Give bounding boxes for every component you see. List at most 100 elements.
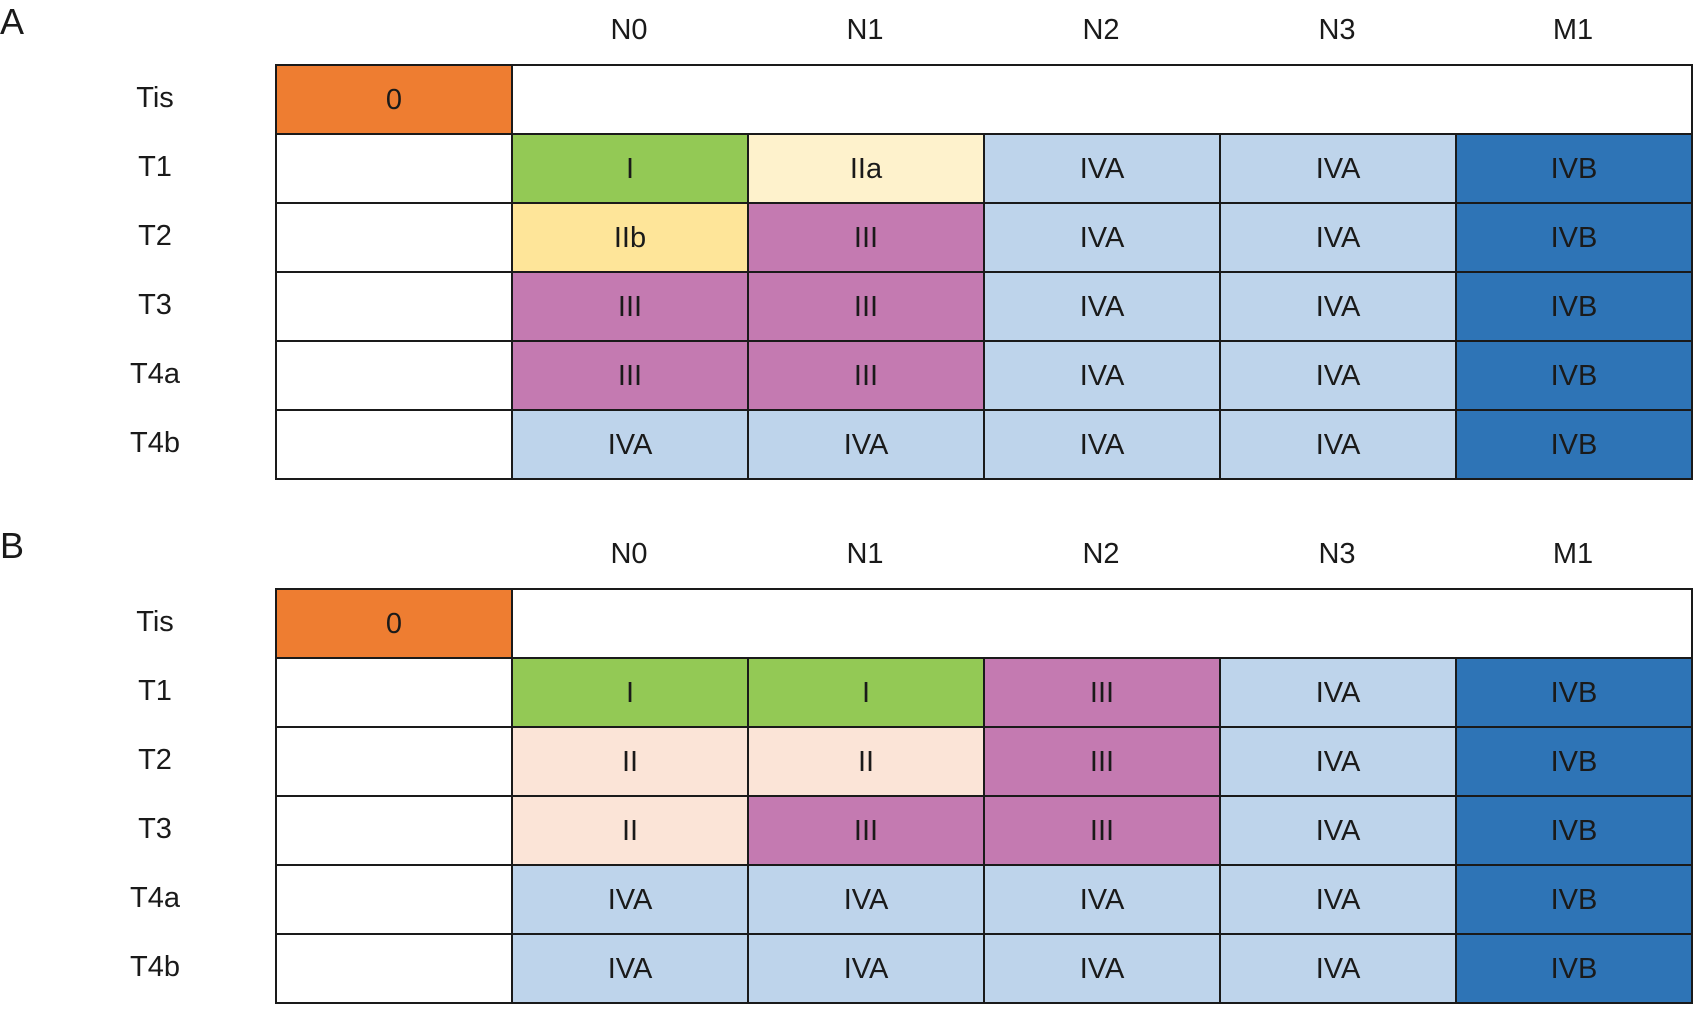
row-header-t1: T1: [138, 675, 172, 707]
stage-label: II: [621, 815, 639, 847]
stage-cell-t1-m1: IVB: [1455, 133, 1693, 204]
stage-label: IVA: [1079, 884, 1125, 916]
stage-cell-t3-n3: IVA: [1219, 271, 1457, 342]
stage-cell-t4b-n0: IVA: [511, 933, 749, 1004]
stage-cell-t4a-n2: IVA: [983, 340, 1221, 411]
row-header-t4b: T4b: [130, 951, 180, 983]
stage-cell-t4a-n1: III: [747, 340, 985, 411]
blank-cell: [275, 864, 513, 935]
stage-label: IVA: [607, 953, 653, 985]
stage-cell-t2-n2: III: [983, 726, 1221, 797]
column-header-n0: N0: [610, 538, 648, 570]
stage-cell-t3-n2: IVA: [983, 271, 1221, 342]
stage-cell-t4a-n0: IVA: [511, 864, 749, 935]
stage-label: IVA: [843, 884, 889, 916]
stage-cell-t2-n1: III: [747, 202, 985, 273]
stage-cell-t4b-m1: IVB: [1455, 409, 1693, 480]
stage-cell-t4a-n2: IVA: [983, 864, 1221, 935]
stage-label: I: [861, 677, 871, 709]
stage-cell-t3-n1: III: [747, 271, 985, 342]
row-header-t3: T3: [138, 813, 172, 845]
stage-cell-t4a-m1: IVB: [1455, 340, 1693, 411]
row-header-tis: Tis: [136, 606, 174, 638]
blank-cell: [275, 726, 513, 797]
stage-label: IVA: [1079, 222, 1125, 254]
stage-label: IVA: [1315, 360, 1361, 392]
stage-label: III: [1089, 746, 1115, 778]
stage-label: III: [853, 222, 879, 254]
stage-label: IVA: [1315, 815, 1361, 847]
stage-label: IVA: [843, 953, 889, 985]
blank-cell: [275, 933, 513, 1004]
stage-label: III: [1089, 815, 1115, 847]
stage-label: 0: [385, 84, 403, 116]
stage-cell-t2-n3: IVA: [1219, 726, 1457, 797]
stage-cell-t4b-n0: IVA: [511, 409, 749, 480]
stage-label: IVA: [1315, 153, 1361, 185]
row-header-t2: T2: [138, 220, 172, 252]
stage-cell-t3-n0: III: [511, 271, 749, 342]
stage-cell-t3-n0: II: [511, 795, 749, 866]
panel-a: A N0 N1 N2 N3 M1 Tis 0 T1 I IIa IVA IVA IVB T2 IIb III I…: [0, 0, 1693, 500]
stage-label: IVB: [1550, 429, 1598, 461]
stage-cell-tis: 0: [275, 588, 513, 659]
stage-cell-t4b-n2: IVA: [983, 409, 1221, 480]
blank-cell: [511, 64, 1693, 135]
stage-label: IVB: [1550, 884, 1598, 916]
stage-cell-t4a-n1: IVA: [747, 864, 985, 935]
stage-cell-t3-m1: IVB: [1455, 271, 1693, 342]
stage-label: I: [625, 153, 635, 185]
stage-cell-t1-m1: IVB: [1455, 657, 1693, 728]
stage-label: 0: [385, 608, 403, 640]
stage-cell-t1-n2: IVA: [983, 133, 1221, 204]
stage-label: IVB: [1550, 746, 1598, 778]
row-header-t2: T2: [138, 744, 172, 776]
stage-label: IVB: [1550, 222, 1598, 254]
blank-cell: [275, 409, 513, 480]
stage-cell-t3-n3: IVA: [1219, 795, 1457, 866]
row-header-t4b: T4b: [130, 427, 180, 459]
row-header-tis: Tis: [136, 82, 174, 114]
stage-label: IVA: [607, 884, 653, 916]
stage-label: IVB: [1550, 153, 1598, 185]
blank-cell: [511, 588, 1693, 659]
blank-cell: [275, 657, 513, 728]
stage-cell-t4b-n3: IVA: [1219, 933, 1457, 1004]
stage-cell-t4a-n3: IVA: [1219, 340, 1457, 411]
stage-label: IVA: [1315, 677, 1361, 709]
stage-cell-tis: 0: [275, 64, 513, 135]
stage-cell-t2-n1: II: [747, 726, 985, 797]
stage-label: III: [853, 291, 879, 323]
stage-label: IVA: [1079, 291, 1125, 323]
blank-cell: [275, 340, 513, 411]
stage-label: III: [853, 815, 879, 847]
stage-label: IVA: [843, 429, 889, 461]
stage-label: IVA: [1315, 884, 1361, 916]
stage-cell-t1-n3: IVA: [1219, 133, 1457, 204]
column-header-n2: N2: [1082, 538, 1120, 570]
stage-label: IVA: [1315, 746, 1361, 778]
stage-label: IVA: [1315, 291, 1361, 323]
panel-b: B N0 N1 N2 N3 M1 Tis 0 T1 I I III IVA IVB T2 II II III IV…: [0, 524, 1693, 1024]
stage-cell-t2-n0: IIb: [511, 202, 749, 273]
column-header-n2: N2: [1082, 14, 1120, 46]
stage-label: IVA: [1079, 360, 1125, 392]
stage-cell-t3-m1: IVB: [1455, 795, 1693, 866]
stage-label: IVA: [1315, 222, 1361, 254]
stage-cell-t4b-n3: IVA: [1219, 409, 1457, 480]
stage-label: IIa: [849, 153, 883, 185]
stage-label: IVA: [607, 429, 653, 461]
row-header-t3: T3: [138, 289, 172, 321]
stage-label: IVA: [1079, 953, 1125, 985]
stage-cell-t1-n1: I: [747, 657, 985, 728]
stage-cell-t1-n0: I: [511, 657, 749, 728]
column-header-n1: N1: [846, 538, 884, 570]
column-header-n3: N3: [1318, 14, 1356, 46]
blank-cell: [275, 271, 513, 342]
stage-cell-t1-n2: III: [983, 657, 1221, 728]
row-header-t4a: T4a: [130, 358, 180, 390]
stage-label: IVB: [1550, 815, 1598, 847]
stage-cell-t2-m1: IVB: [1455, 726, 1693, 797]
stage-cell-t4b-m1: IVB: [1455, 933, 1693, 1004]
blank-cell: [275, 133, 513, 204]
